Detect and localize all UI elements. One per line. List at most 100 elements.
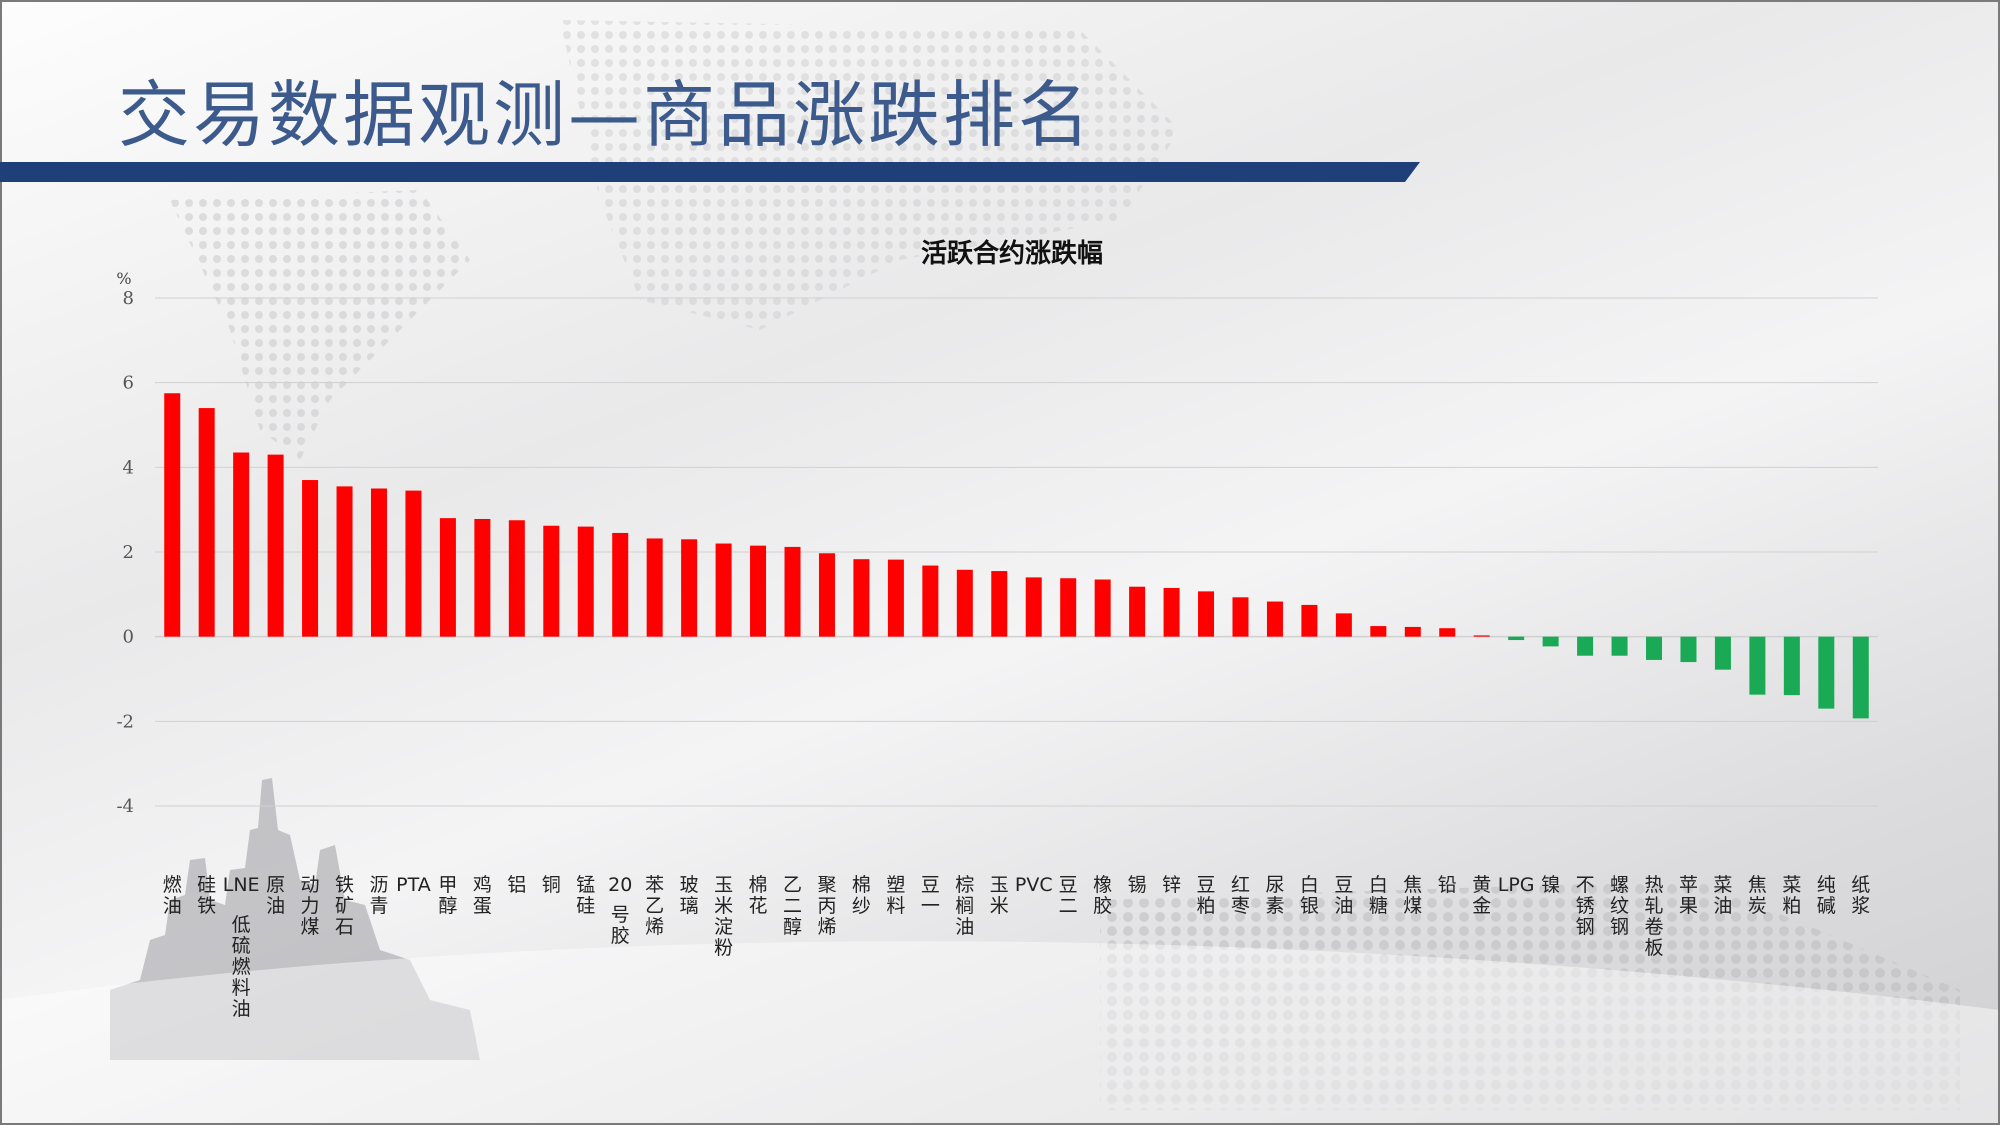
x-tick-label: 铅 bbox=[1438, 874, 1457, 896]
bar-26 bbox=[1060, 578, 1077, 637]
x-tick-label: 铁矿石 bbox=[335, 874, 354, 938]
bar-20 bbox=[853, 559, 870, 637]
x-tick-label: 尿素 bbox=[1265, 874, 1284, 917]
y-tick-label: 8 bbox=[123, 288, 134, 309]
bar-39 bbox=[1508, 636, 1525, 641]
y-axis-unit: % bbox=[116, 269, 131, 288]
x-tick-label: 锌 bbox=[1162, 874, 1181, 896]
x-tick-label: 白糖 bbox=[1369, 874, 1388, 917]
x-tick-label: 焦炭 bbox=[1748, 874, 1767, 917]
bar-37 bbox=[1439, 628, 1456, 637]
y-tick-label: -4 bbox=[116, 796, 134, 817]
header-bar bbox=[0, 162, 1420, 182]
x-tick-label: 20 号胶 bbox=[608, 874, 632, 947]
bar-36 bbox=[1404, 626, 1421, 637]
x-tick-label: 苯乙烯 bbox=[645, 874, 664, 938]
x-tick-label: 橡胶 bbox=[1093, 874, 1112, 917]
bar-22 bbox=[922, 565, 939, 637]
x-tick-label: 塑料 bbox=[886, 874, 905, 917]
x-tick-label: 鸡蛋 bbox=[473, 874, 492, 917]
x-tick-label: 焦煤 bbox=[1403, 874, 1422, 917]
x-tick-label: 锰硅 bbox=[576, 874, 595, 917]
x-tick-label: PTA bbox=[396, 874, 431, 896]
x-tick-label: 沥青 bbox=[369, 874, 388, 917]
x-tick-label: 动力煤 bbox=[301, 874, 320, 938]
x-tick-label: PVC bbox=[1015, 874, 1053, 896]
bar-33 bbox=[1301, 604, 1318, 637]
bar-30 bbox=[1198, 591, 1215, 637]
bar-47 bbox=[1783, 636, 1800, 696]
x-tick-label: 原油 bbox=[266, 874, 285, 917]
bar-7 bbox=[405, 490, 422, 637]
x-tick-label: 白银 bbox=[1300, 874, 1319, 917]
bar-10 bbox=[508, 520, 525, 637]
y-tick-label: 6 bbox=[123, 373, 134, 394]
x-tick-label: 黄金 bbox=[1472, 874, 1491, 917]
bar-11 bbox=[543, 525, 560, 637]
bar-18 bbox=[784, 546, 801, 637]
x-tick-label: 不锈钢 bbox=[1576, 874, 1595, 938]
bar-25 bbox=[1025, 577, 1042, 637]
x-tick-label: 锡 bbox=[1128, 874, 1147, 896]
x-tick-label: 甲醇 bbox=[438, 874, 457, 917]
x-tick-label: 苹果 bbox=[1679, 874, 1698, 917]
bar-42 bbox=[1611, 636, 1628, 656]
bar-1 bbox=[198, 408, 215, 637]
x-tick-label: 乙二醇 bbox=[783, 874, 802, 938]
x-tick-label: 燃油 bbox=[163, 874, 182, 917]
bar-12 bbox=[577, 526, 594, 637]
bar-23 bbox=[956, 569, 973, 637]
bar-38 bbox=[1473, 635, 1490, 637]
bar-40 bbox=[1542, 636, 1559, 647]
bar-4 bbox=[302, 480, 319, 637]
bar-48 bbox=[1818, 636, 1835, 709]
x-tick-label: 玉米 bbox=[990, 874, 1009, 917]
x-tick-label: 硅铁 bbox=[197, 874, 216, 917]
chart-bars bbox=[164, 393, 1869, 719]
bar-8 bbox=[439, 518, 456, 637]
x-tick-label: 豆二 bbox=[1059, 874, 1078, 917]
y-tick-label: 2 bbox=[123, 542, 134, 563]
bar-19 bbox=[818, 553, 835, 637]
bar-45 bbox=[1714, 636, 1731, 670]
y-tick-label: -2 bbox=[116, 711, 134, 732]
bar-28 bbox=[1129, 586, 1146, 637]
bar-6 bbox=[370, 488, 387, 637]
x-tick-label: 热轧卷板 bbox=[1645, 874, 1664, 959]
chart-title: 活跃合约涨跌幅 bbox=[921, 238, 1103, 269]
x-tick-label: 棕榈油 bbox=[955, 874, 974, 938]
bar-41 bbox=[1577, 636, 1594, 656]
bar-29 bbox=[1163, 587, 1180, 637]
x-tick-label: 镍 bbox=[1541, 874, 1560, 896]
bar-16 bbox=[715, 543, 732, 637]
x-tick-label: 红枣 bbox=[1231, 874, 1250, 917]
bar-5 bbox=[336, 486, 353, 637]
x-tick-label: 聚丙烯 bbox=[817, 874, 836, 938]
bar-44 bbox=[1680, 636, 1697, 663]
bar-34 bbox=[1335, 613, 1352, 637]
bar-2 bbox=[233, 452, 250, 637]
bar-31 bbox=[1232, 597, 1249, 637]
x-tick-label: 纯碱 bbox=[1817, 874, 1836, 917]
bar-43 bbox=[1646, 636, 1663, 660]
bar-21 bbox=[887, 559, 904, 637]
bar-9 bbox=[474, 518, 491, 637]
bar-3 bbox=[267, 454, 284, 637]
y-tick-label: 0 bbox=[123, 627, 134, 648]
bar-35 bbox=[1370, 626, 1387, 637]
x-tick-label: 豆油 bbox=[1334, 874, 1353, 917]
bar-32 bbox=[1266, 601, 1283, 637]
bar-14 bbox=[646, 538, 663, 637]
x-tick-label: 纸浆 bbox=[1851, 874, 1870, 917]
bar-46 bbox=[1749, 636, 1766, 695]
x-tick-label: 铜 bbox=[542, 874, 561, 896]
slide-title: 交易数据观测—商品涨跌排名 bbox=[118, 73, 1094, 157]
bar-15 bbox=[681, 539, 698, 637]
bar-17 bbox=[750, 545, 767, 637]
x-tick-label: 豆一 bbox=[921, 874, 940, 917]
bar-24 bbox=[991, 571, 1008, 637]
x-tick-label: LNE 低硫燃料油 bbox=[223, 874, 260, 1020]
x-tick-label: 菜粕 bbox=[1782, 874, 1801, 917]
x-tick-label: 菜油 bbox=[1713, 874, 1732, 917]
